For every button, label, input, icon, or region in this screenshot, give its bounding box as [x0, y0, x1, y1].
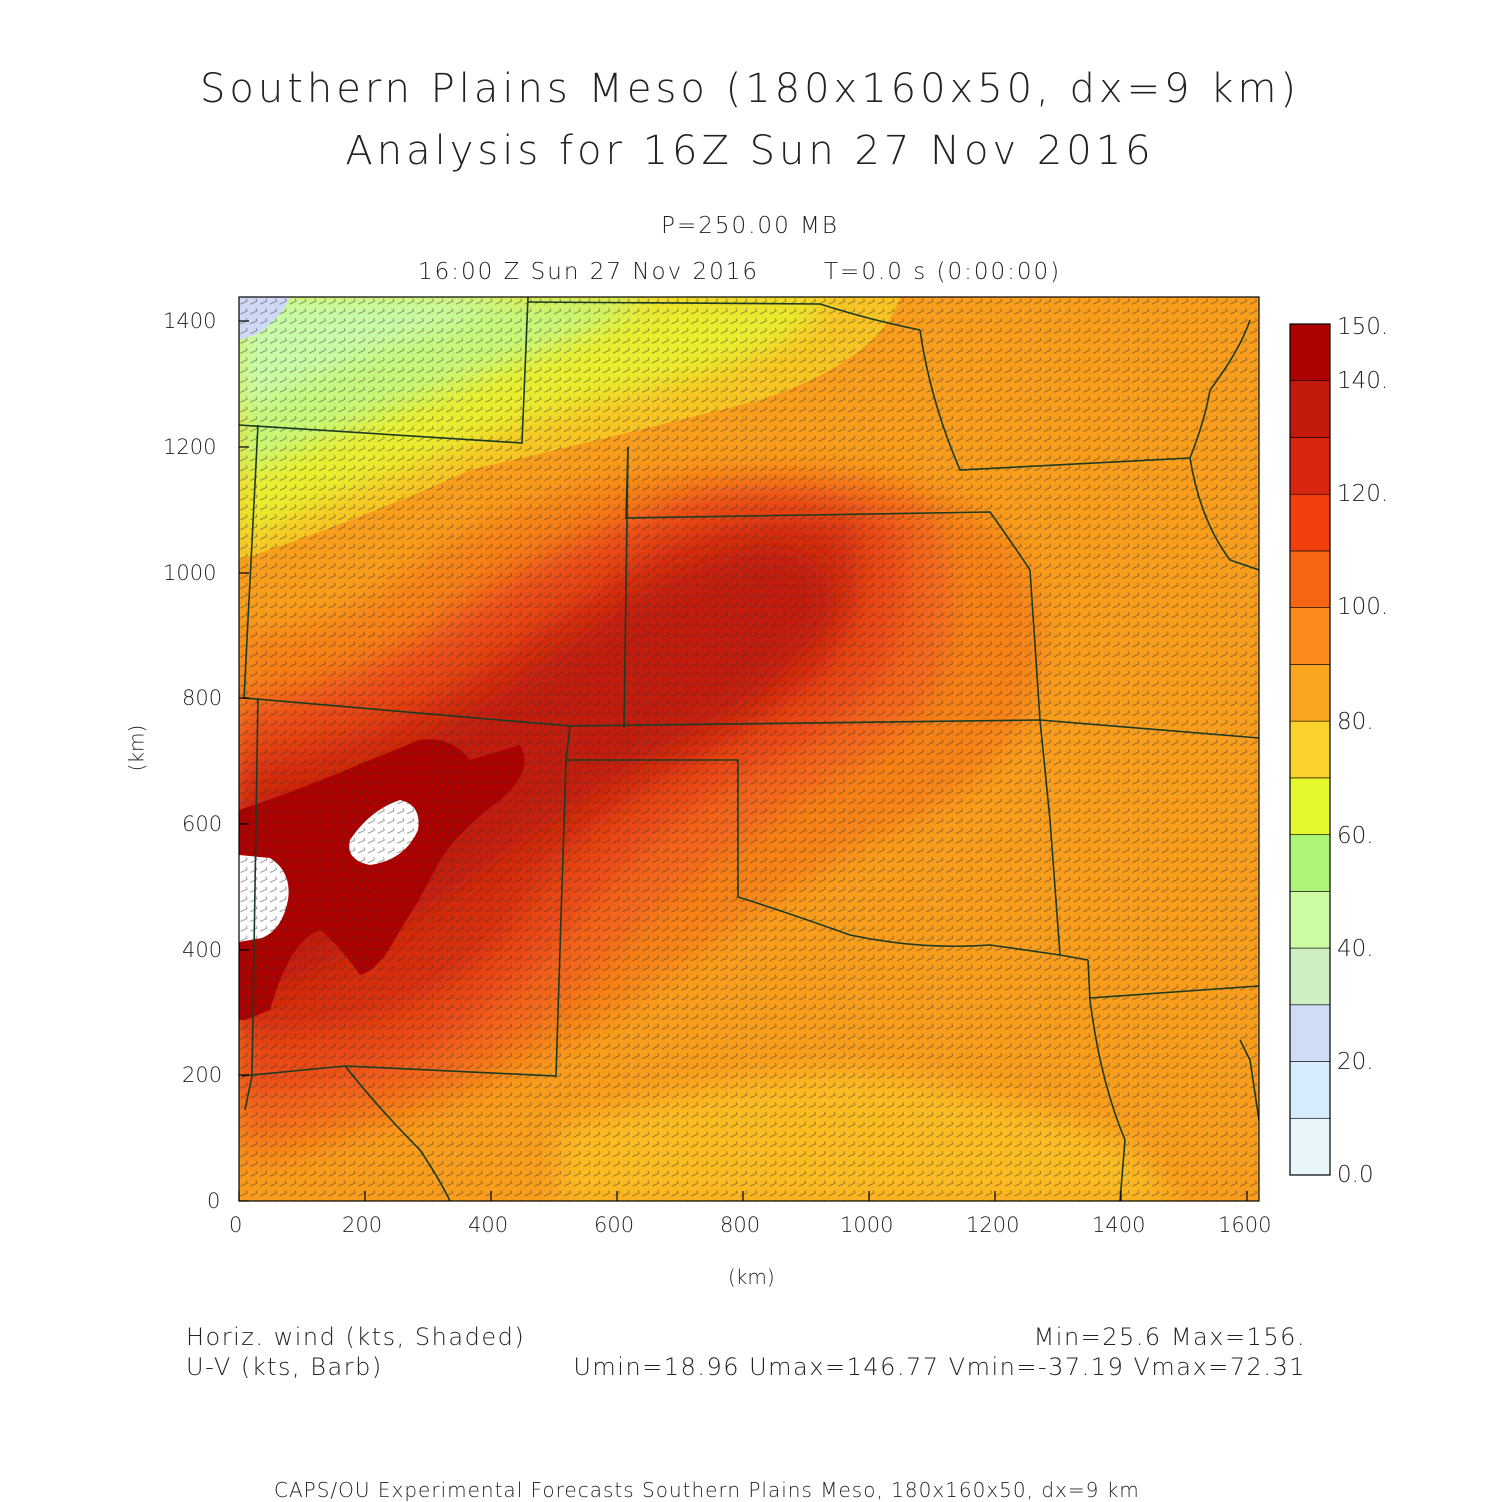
plot-title-line1: Southern Plains Meso (180x160x50, dx=9 k… [199, 66, 1301, 112]
colorbar-label-40: 40. [1337, 936, 1374, 962]
colorbar-segment-10 [1289, 1061, 1331, 1119]
colorbar-label-60: 60. [1337, 823, 1374, 849]
x-axis-label: (km) [728, 1265, 775, 1289]
colorbar [1289, 323, 1331, 1176]
pressure-level: P=250.00 MB [661, 213, 839, 239]
colorbar-segment-140 [1289, 323, 1331, 382]
x-tick-1200: 1200 [966, 1213, 1020, 1237]
colorbar-segment-40 [1289, 891, 1331, 949]
x-tick-400: 400 [468, 1213, 509, 1237]
colorbar-segment-130 [1289, 380, 1331, 438]
valid-time: 16:00 Z Sun 27 Nov 2016 [418, 259, 760, 285]
y-axis-ticks [239, 320, 249, 1202]
uv-stats: Umin=18.96 Umax=146.77 Vmin=-37.19 Vmax=… [573, 1353, 1306, 1381]
colorbar-segment-80 [1289, 664, 1331, 722]
x-axis-ticks [238, 1191, 1248, 1201]
y-tick-400: 400 [182, 938, 223, 962]
colorbar-segment-30 [1289, 947, 1331, 1006]
x-tick-600: 600 [594, 1213, 635, 1237]
x-tick-800: 800 [720, 1213, 761, 1237]
y-axis-label: (km) [124, 724, 149, 772]
x-tick-200: 200 [342, 1213, 383, 1237]
colorbar-segment-20 [1289, 1004, 1331, 1062]
y-tick-800: 800 [182, 686, 223, 710]
field-label: Horiz. wind (kts, Shaded) [186, 1323, 526, 1351]
colorbar-frame [1289, 323, 1331, 1176]
x-tick-1600: 1600 [1218, 1213, 1272, 1237]
colorbar-segment-90 [1289, 607, 1331, 665]
colorbar-label-140: 140. [1337, 368, 1389, 394]
credit-line: CAPS/OU Experimental Forecasts Southern … [274, 1478, 1140, 1502]
y-tick-1200: 1200 [163, 435, 217, 459]
colorbar-segment-110 [1289, 493, 1331, 552]
colorbar-label-120: 120. [1337, 481, 1389, 507]
colorbar-segment-100 [1289, 550, 1331, 608]
colorbar-segment-60 [1289, 777, 1331, 835]
vector-label: U-V (kts, Barb) [186, 1353, 383, 1381]
plot-title-line2: Analysis for 16Z Sun 27 Nov 2016 [345, 128, 1155, 174]
x-tick-0: 0 [229, 1213, 243, 1237]
x-tick-1000: 1000 [840, 1213, 894, 1237]
min-max-stats: Min=25.6 Max=156. [1033, 1323, 1306, 1351]
colorbar-segment-50 [1289, 834, 1331, 892]
x-tick-1400: 1400 [1092, 1213, 1146, 1237]
y-tick-200: 200 [182, 1063, 223, 1087]
colorbar-segment-70 [1289, 720, 1331, 779]
y-tick-600: 600 [182, 812, 223, 836]
colorbar-segment-120 [1289, 437, 1331, 495]
y-tick-1000: 1000 [163, 561, 217, 585]
y-tick-1400: 1400 [163, 309, 217, 333]
forecast-time: T=0.0 s (0:00:00) [824, 259, 1062, 285]
colorbar-label-100: 100. [1337, 594, 1389, 620]
state-borders [239, 297, 1259, 1201]
wind-speed-shading [239, 297, 1259, 1201]
colorbar-label-80: 80. [1337, 709, 1374, 735]
y-tick-0: 0 [207, 1189, 221, 1213]
colorbar-label-150: 150. [1337, 314, 1389, 340]
wind-barbs [239, 297, 1259, 1201]
colorbar-label-20: 20. [1337, 1049, 1374, 1075]
plot-frame [238, 296, 1260, 1202]
colorbar-segment-0 [1289, 1117, 1331, 1176]
colorbar-label-0: 0.0 [1337, 1162, 1374, 1188]
